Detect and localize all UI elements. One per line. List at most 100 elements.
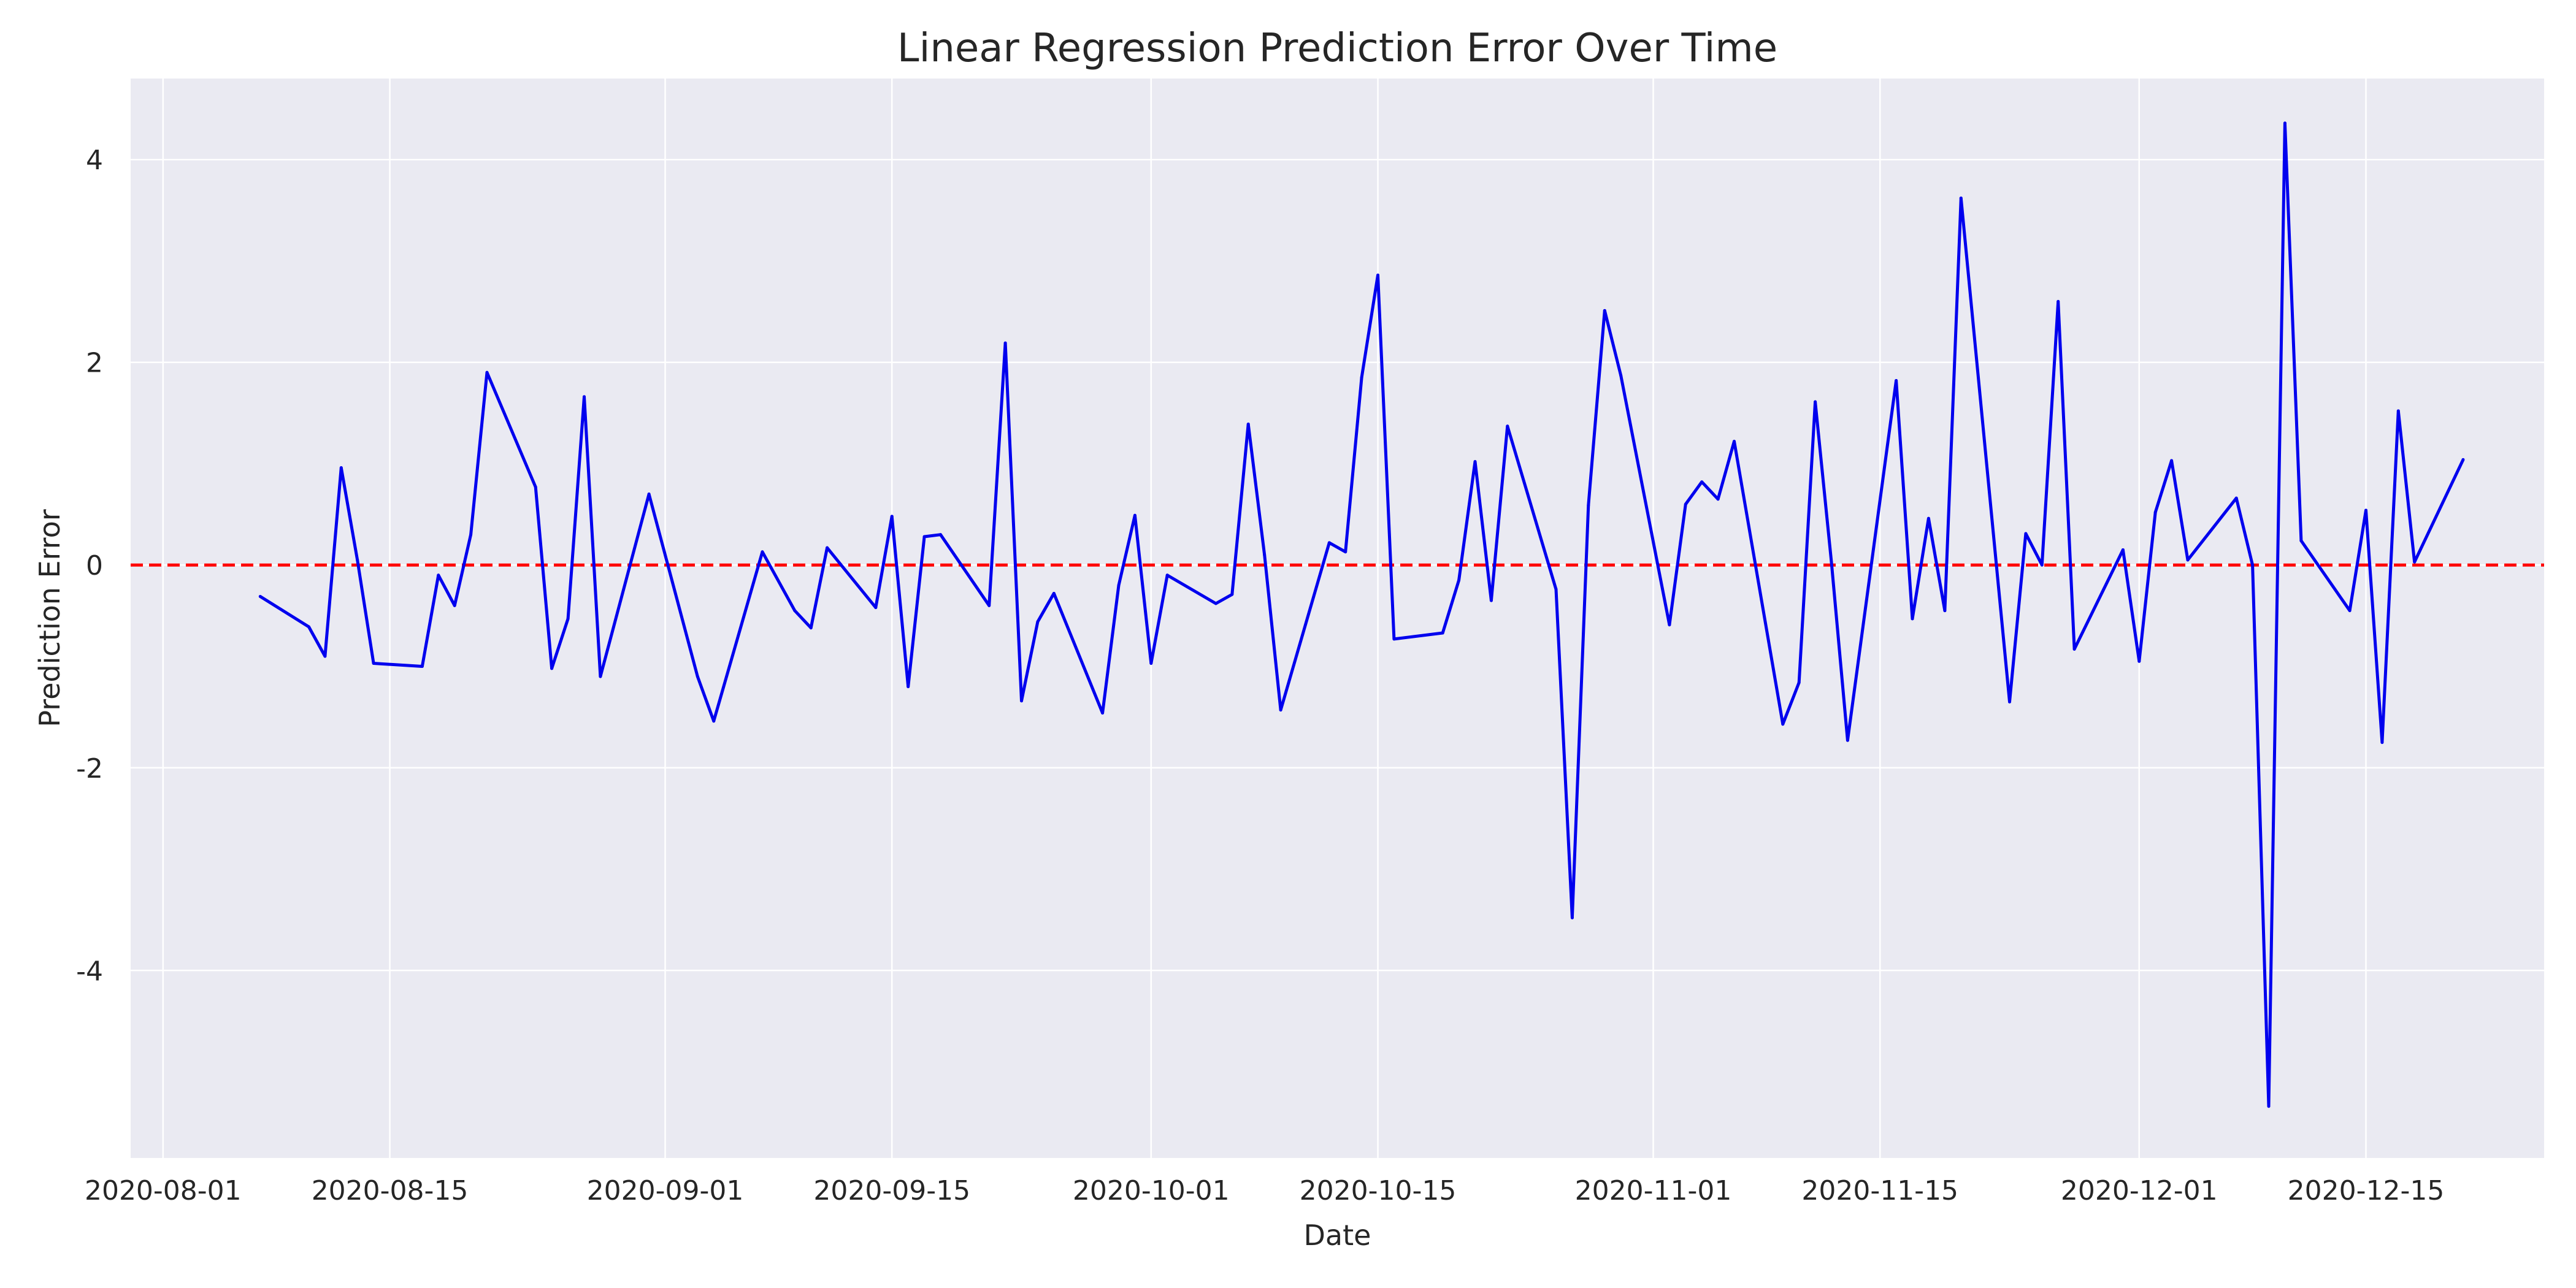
data-point bbox=[874, 606, 878, 610]
data-point bbox=[1684, 502, 1687, 506]
data-point bbox=[534, 485, 537, 489]
data-point bbox=[582, 395, 586, 399]
data-point bbox=[2299, 539, 2303, 543]
x-tick-label: 2020-12-01 bbox=[2061, 1175, 2218, 1206]
data-point bbox=[2170, 459, 2174, 462]
data-point bbox=[339, 466, 343, 470]
data-point bbox=[1959, 196, 1963, 200]
y-tick-label: -2 bbox=[76, 753, 103, 784]
data-point bbox=[372, 662, 375, 665]
x-tick-label: 2020-12-15 bbox=[2288, 1175, 2445, 1206]
data-point bbox=[2234, 496, 2238, 500]
data-point bbox=[1246, 423, 1250, 426]
chart-title: Linear Regression Prediction Error Over … bbox=[897, 26, 1777, 71]
data-point bbox=[1214, 602, 1217, 605]
x-axis-ticks: 2020-08-01 2020-08-15 2020-09-01 2020-09-15… bbox=[85, 1175, 2444, 1206]
data-point bbox=[1279, 708, 1282, 712]
data-point bbox=[1716, 497, 1720, 501]
data-point bbox=[1506, 424, 1509, 428]
series-group bbox=[258, 121, 2465, 1108]
data-point bbox=[469, 533, 473, 537]
data-point bbox=[485, 370, 489, 374]
x-tick-label: 2020-09-01 bbox=[587, 1175, 744, 1206]
x-tick-label: 2020-08-15 bbox=[312, 1175, 469, 1206]
data-point bbox=[1587, 504, 1590, 507]
data-point bbox=[1457, 578, 1461, 582]
data-point bbox=[2024, 532, 2028, 535]
data-point bbox=[1781, 723, 1785, 726]
data-point bbox=[1830, 560, 1833, 564]
data-point bbox=[1668, 623, 1671, 627]
y-tick-label: 0 bbox=[86, 550, 103, 581]
data-point bbox=[1392, 637, 1396, 641]
data-point bbox=[1895, 378, 1898, 382]
data-point bbox=[809, 626, 813, 630]
data-point bbox=[890, 515, 894, 518]
x-tick-label: 2020-10-15 bbox=[1300, 1175, 1457, 1206]
data-point bbox=[1911, 617, 1914, 621]
data-point bbox=[696, 675, 699, 678]
data-point bbox=[307, 625, 311, 629]
data-point bbox=[1263, 553, 1267, 557]
data-point bbox=[1052, 592, 1056, 596]
y-axis-label: Prediction Error bbox=[33, 509, 66, 727]
data-point bbox=[2348, 609, 2352, 613]
data-point bbox=[1376, 274, 1380, 277]
error-series-line bbox=[259, 121, 2465, 1108]
data-point bbox=[2283, 121, 2287, 125]
data-point bbox=[1003, 341, 1007, 345]
data-point bbox=[1020, 699, 1024, 703]
data-point bbox=[599, 675, 602, 678]
data-point bbox=[2040, 563, 2044, 567]
data-point bbox=[907, 685, 910, 689]
data-point bbox=[2137, 659, 2141, 663]
data-point bbox=[1327, 541, 1331, 545]
data-point bbox=[2364, 508, 2367, 512]
x-tick-label: 2020-09-15 bbox=[813, 1175, 970, 1206]
data-point bbox=[420, 664, 424, 668]
y-tick-label: 2 bbox=[86, 348, 103, 379]
x-tick-label: 2020-08-01 bbox=[85, 1175, 242, 1206]
data-point bbox=[1117, 583, 1121, 587]
data-point bbox=[1165, 573, 1169, 577]
data-point bbox=[922, 535, 926, 539]
data-point bbox=[2072, 647, 2076, 651]
data-point bbox=[356, 558, 359, 562]
data-point bbox=[1846, 738, 1849, 742]
data-point bbox=[2413, 560, 2417, 564]
data-point bbox=[1489, 599, 1493, 602]
data-point bbox=[2396, 409, 2400, 413]
data-point bbox=[712, 719, 716, 723]
data-point bbox=[323, 654, 327, 658]
data-point bbox=[938, 533, 942, 537]
data-point bbox=[2007, 700, 2011, 703]
data-point bbox=[1619, 374, 1623, 377]
data-point bbox=[1700, 480, 1704, 484]
data-point bbox=[2461, 458, 2465, 461]
data-point bbox=[1797, 681, 1801, 684]
data-point bbox=[258, 594, 262, 598]
y-tick-label: 4 bbox=[86, 145, 103, 176]
y-axis-ticks: -4 -2 0 2 4 bbox=[76, 145, 103, 987]
data-point bbox=[1554, 588, 1558, 591]
data-point bbox=[1733, 440, 1736, 443]
data-point bbox=[1133, 513, 1137, 517]
data-point bbox=[793, 609, 797, 613]
data-point bbox=[987, 604, 991, 607]
data-point bbox=[1570, 916, 1574, 919]
data-point bbox=[1360, 376, 1363, 380]
data-point bbox=[453, 604, 456, 607]
data-point bbox=[550, 667, 554, 670]
x-axis-label: Date bbox=[1304, 1219, 1371, 1252]
data-point bbox=[2121, 548, 2125, 551]
data-point bbox=[647, 493, 651, 496]
data-point bbox=[2153, 510, 2157, 514]
data-point bbox=[761, 550, 764, 554]
x-tick-label: 2020-11-15 bbox=[1801, 1175, 1958, 1206]
data-point bbox=[1926, 516, 1930, 520]
data-point bbox=[1473, 460, 1477, 464]
data-point bbox=[2267, 1105, 2271, 1108]
data-point bbox=[1814, 400, 1817, 404]
data-point bbox=[1101, 711, 1105, 715]
x-tick-label: 2020-11-01 bbox=[1575, 1175, 1732, 1206]
